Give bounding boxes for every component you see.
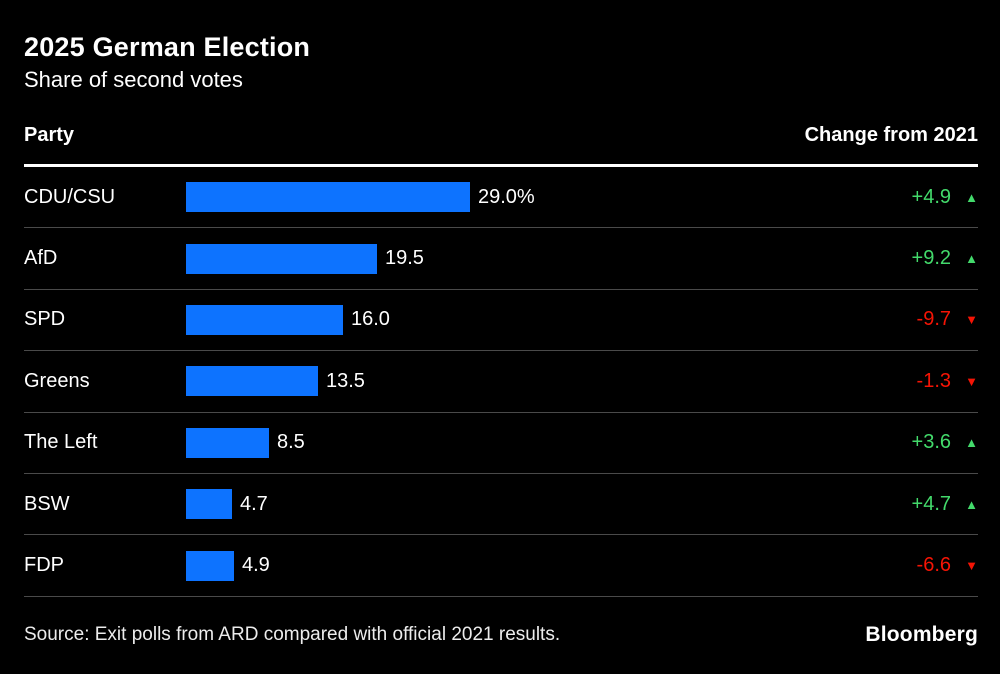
change-arrow-icon: ▼ xyxy=(965,312,978,328)
change-arrow-icon: ▲ xyxy=(965,251,978,267)
change-value: -9.7 xyxy=(916,308,951,331)
header-rule xyxy=(24,164,978,167)
change-cell: +3.6 ▲ xyxy=(912,431,978,454)
bar-rows: CDU/CSU 29.0% +4.9 ▲ AfD 19.5 +9.2 ▲ SPD… xyxy=(24,167,978,597)
bar xyxy=(186,304,343,335)
bar-value-label: 4.7 xyxy=(240,492,268,515)
party-label: Greens xyxy=(24,369,90,392)
chart-row: AfD 19.5 +9.2 ▲ xyxy=(24,228,978,290)
change-arrow-icon: ▼ xyxy=(965,558,978,574)
column-header-party: Party xyxy=(24,124,75,146)
bar-value-label: 29.0% xyxy=(478,185,535,208)
chart-footer: Source: Exit polls from ARD compared wit… xyxy=(24,597,978,674)
bar xyxy=(186,427,269,458)
change-arrow-icon: ▲ xyxy=(965,435,978,451)
change-value: +3.6 xyxy=(911,431,951,454)
change-cell: -1.3 ▼ xyxy=(917,370,978,393)
chart-row: CDU/CSU 29.0% +4.9 ▲ xyxy=(24,167,978,229)
bar xyxy=(186,243,377,274)
chart-subtitle: Share of second votes xyxy=(24,67,243,92)
change-value: +4.9 xyxy=(911,185,951,208)
source-note: Source: Exit polls from ARD compared wit… xyxy=(24,624,561,646)
bar xyxy=(186,182,470,213)
chart-row: SPD 16.0 -9.7 ▼ xyxy=(24,290,978,352)
bar xyxy=(186,550,234,581)
party-label: FDP xyxy=(24,554,64,577)
bar-value-label: 8.5 xyxy=(277,431,305,454)
chart-row: Greens 13.5 -1.3 ▼ xyxy=(24,351,978,413)
bar xyxy=(186,489,232,520)
change-arrow-icon: ▲ xyxy=(965,496,978,512)
change-cell: -6.6 ▼ xyxy=(917,554,978,577)
bar-area: 16.0 xyxy=(186,304,917,335)
change-value: -6.6 xyxy=(916,554,951,577)
bar xyxy=(186,366,318,397)
bar-area: 4.9 xyxy=(186,550,917,581)
change-cell: +4.7 ▲ xyxy=(912,493,978,516)
change-value: +4.7 xyxy=(911,492,951,515)
party-label: BSW xyxy=(24,492,70,515)
bar-area: 8.5 xyxy=(186,427,912,458)
bar-value-label: 13.5 xyxy=(326,369,365,392)
bar-value-label: 19.5 xyxy=(385,247,424,270)
bar-area: 4.7 xyxy=(186,489,912,520)
chart-title: 2025 German Election xyxy=(24,32,311,62)
chart-row: BSW 4.7 +4.7 ▲ xyxy=(24,474,978,536)
change-cell: +9.2 ▲ xyxy=(912,247,978,270)
bar-area: 29.0% xyxy=(186,182,912,213)
column-header-change: Change from 2021 xyxy=(804,124,978,146)
column-headers: Party Change from 2021 xyxy=(24,124,978,147)
party-label: The Left xyxy=(24,431,98,454)
change-value: -1.3 xyxy=(916,369,951,392)
chart-row: The Left 8.5 +3.6 ▲ xyxy=(24,413,978,474)
change-arrow-icon: ▲ xyxy=(965,189,978,205)
party-label: AfD xyxy=(24,247,58,270)
bar-area: 19.5 xyxy=(186,243,912,274)
bar-value-label: 4.9 xyxy=(242,554,270,577)
change-value: +9.2 xyxy=(911,247,951,270)
party-label: SPD xyxy=(24,308,66,331)
bar-area: 13.5 xyxy=(186,366,917,397)
bar-value-label: 16.0 xyxy=(351,308,390,331)
chart-row: FDP 4.9 -6.6 ▼ xyxy=(24,535,978,597)
change-cell: +4.9 ▲ xyxy=(912,186,978,209)
party-label: CDU/CSU xyxy=(24,185,116,208)
change-arrow-icon: ▼ xyxy=(965,373,978,389)
bloomberg-logo: Bloomberg xyxy=(865,623,978,647)
change-cell: -9.7 ▼ xyxy=(917,308,978,331)
